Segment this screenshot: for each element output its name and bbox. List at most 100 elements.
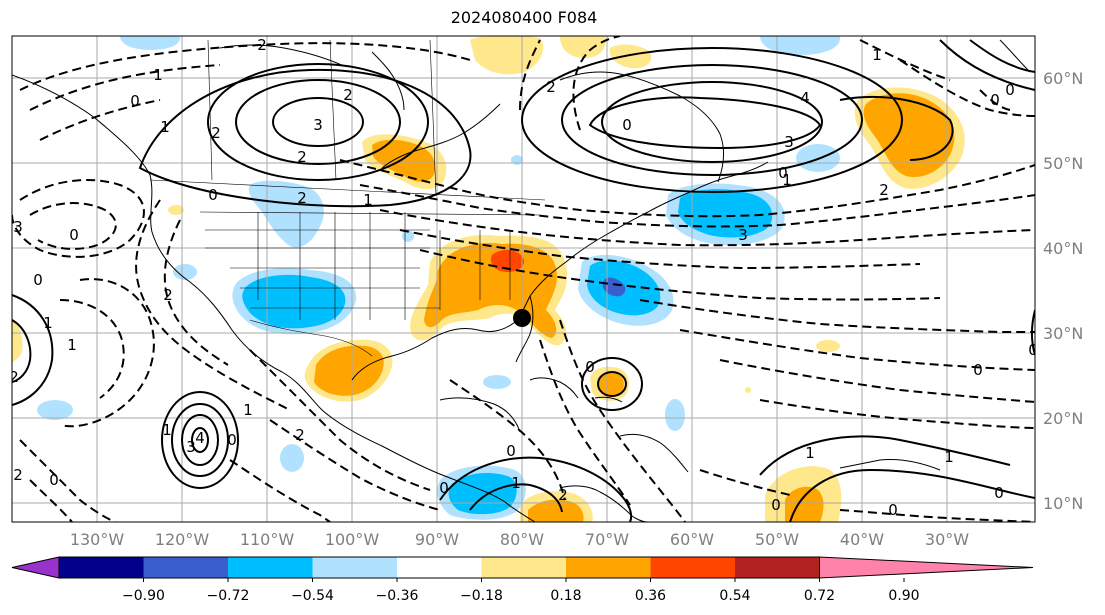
shade-top-right-yellow [560,36,606,58]
shade-top-center-yellow [470,36,544,75]
contour-label: 2 [257,36,267,54]
political-borders [149,39,546,357]
contour-label: 0 [33,271,43,289]
contour-pacific-1 [161,391,239,489]
contour-pacific-4 [191,427,209,453]
contour-bottom-center-1 [439,456,633,522]
contour-label: 2 [211,124,221,142]
shade-small-cool-1 [173,264,197,280]
colorbar-segment [650,557,735,578]
shade-carib-orange [598,372,624,396]
contour-left-2 [12,319,32,383]
contour-label: 2 [295,426,305,444]
contour-label: 1 [872,46,882,64]
contour-top-right-1 [939,39,1035,91]
contour-label: 2 [546,78,556,96]
contour-left-1 [12,294,54,406]
contour-carib-2 [597,371,627,397]
shade-gulf-orange [314,345,384,396]
contour-label: 0 [1028,341,1038,359]
contour-label: 1 [162,421,172,439]
colorbar-tick-label: 0.54 [719,588,750,604]
contour-label: 2 [343,86,353,104]
contour-label: 1 [160,118,170,136]
shade-small-cool-2 [37,400,73,420]
contours-solid [12,39,1035,522]
contour-high-east-1 [521,47,903,193]
colorbar: −0.90 −0.72 −0.54 −0.36 −0.18 0.18 0.36 0.54 0.7… [11,556,1034,604]
shade-small-warm-1 [816,340,840,352]
contour-label: 2 [297,189,307,207]
contour-pacific-3 [181,414,219,466]
contour-bottom-right-1 [759,435,1011,476]
colorbar-segment [59,557,144,578]
contour-label: 1 [805,444,815,462]
colorbar-segment [312,557,397,578]
colorbar-segment [397,557,482,578]
contour-high-east-4 [588,96,822,150]
contour-label: 0 [69,226,79,244]
contour-label: 0 [506,442,516,460]
shade-topleft-light [120,36,181,50]
longitude-labels: 130°W 120°W 110°W 100°W 90°W 80°W 70°W 60°W 50°W… [70,530,969,549]
contour-label: 0 [994,484,1004,502]
latitude-label: 50°N [1043,154,1083,173]
contour-label: 3 [13,218,23,236]
contour-label: 2 [163,286,173,304]
colorbar-tick-label: 0.36 [635,588,666,604]
contour-right-edge [1031,309,1035,356]
contour-label: 0 [778,164,788,182]
contour-high-east-5 [839,95,954,161]
longitude-label: 60°W [670,530,714,549]
contour-label: 2 [9,368,19,386]
colorbar-segment [228,557,313,578]
contour-label: 0 [439,479,449,497]
longitude-label: 50°W [755,530,799,549]
colorbar-tick-label: −0.36 [376,588,419,604]
shade-top-right2-yellow [609,44,652,69]
contour-high-west-2 [235,79,401,165]
contour-high-east-3 [601,81,823,163]
colorbar-segment [735,557,820,578]
contour-label: 0 [771,496,781,514]
contour-label: 0 [990,91,1000,109]
contour-label: 1 [363,191,373,209]
longitude-label: 120°W [155,530,210,549]
longitude-label: 90°W [415,530,459,549]
colorbar-segment [481,557,566,578]
shade-small-cool-5 [665,399,685,431]
contour-label: 4 [195,429,205,447]
contour-high-west-4 [138,68,472,208]
contour-label: 0 [49,471,59,489]
colorbar-extend-high [819,556,1034,579]
contour-bottom-center-2 [469,483,563,513]
contour-label: 1 [782,171,792,189]
contour-label: 0 [585,358,595,376]
location-marker [513,309,531,327]
contour-label: 2 [879,181,889,199]
contour-label: 2 [558,486,568,504]
contour-label: 3 [186,438,196,456]
longitude-label: 30°W [925,530,969,549]
contour-label: 3 [784,133,794,151]
contour-label: 1 [153,66,163,84]
longitude-label: 70°W [585,530,629,549]
contour-high-west-3 [272,97,364,147]
contour-label: 0 [208,186,218,204]
contour-label: 3 [738,226,748,244]
longitude-label: 80°W [500,530,544,549]
longitude-label: 100°W [325,530,380,549]
contour-label: 1 [243,401,253,419]
contour-high-east-2 [561,64,863,176]
latitude-label: 40°N [1043,239,1083,258]
colorbar-tick-label: 0.18 [550,588,581,604]
contour-label: 0 [130,92,140,110]
colorbar-tick-label: −0.54 [291,588,334,604]
longitude-label: 40°W [840,530,884,549]
contour-label: 1 [43,314,53,332]
contour-label: 0 [227,431,237,449]
colorbar-outline [58,556,820,579]
latitude-label: 30°N [1043,324,1083,343]
